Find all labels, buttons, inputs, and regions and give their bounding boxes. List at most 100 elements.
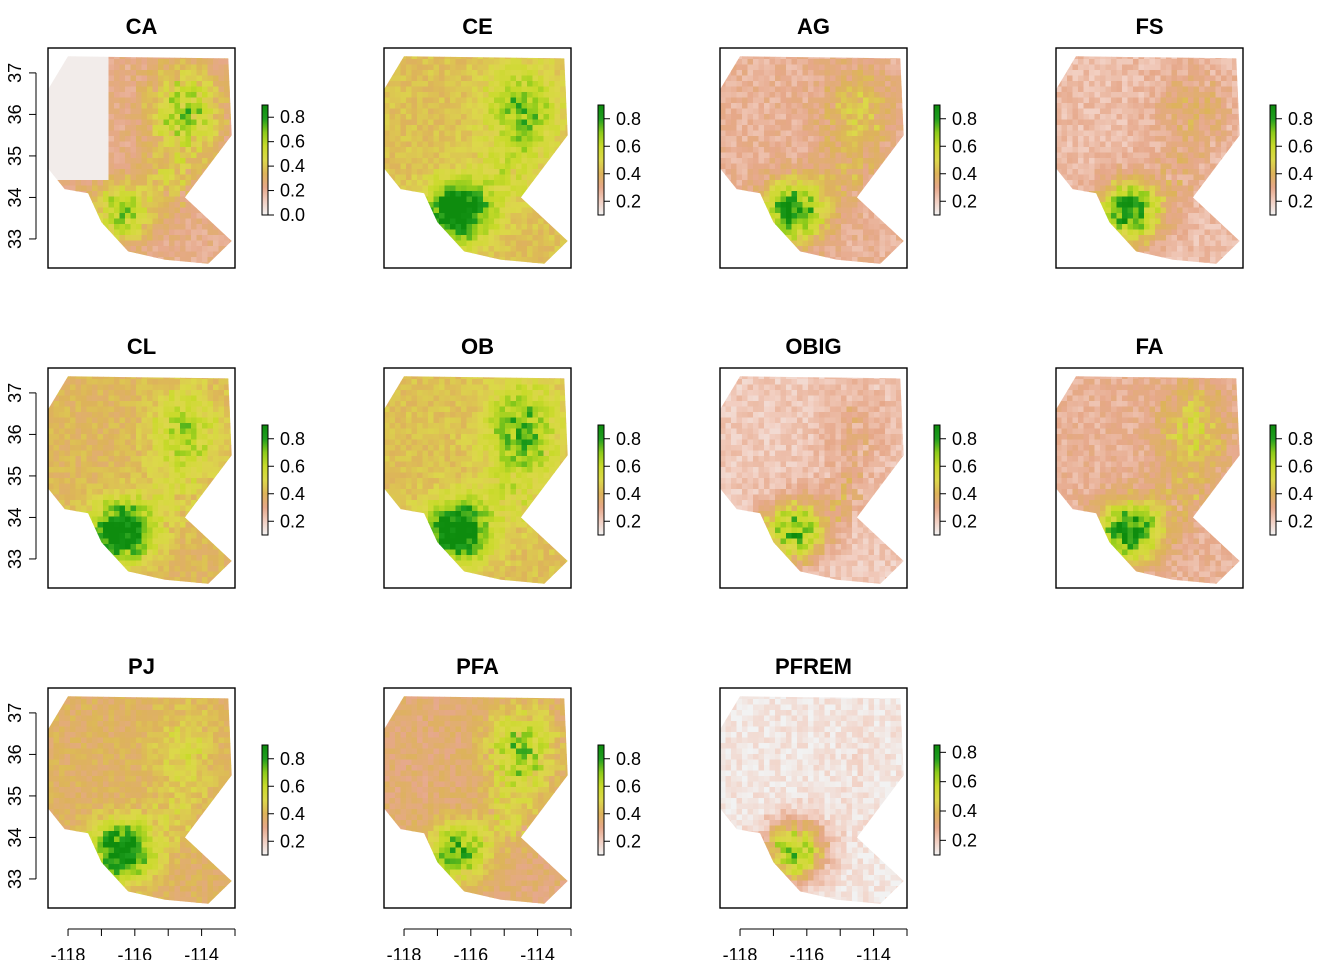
panel-obig: OBIG 0.8 0.6 0.4 0.2 <box>719 334 977 589</box>
panel-pfrem: PFREM 0.8 0.6 0.4 0.2 -118 -116 -114 <box>719 654 977 960</box>
color-key-tick-label: 0.2 <box>952 830 977 850</box>
color-key-tick-label: 0.2 <box>280 181 305 201</box>
y-axis: 33 34 35 36 37 <box>5 703 37 889</box>
raster-map <box>48 56 232 264</box>
x-tick-label: -116 <box>453 945 488 960</box>
y-tick-label: 37 <box>5 63 25 83</box>
color-key-bar <box>261 424 269 536</box>
color-key-tick-label: 0.6 <box>952 456 977 476</box>
x-tick-label: -116 <box>117 945 152 960</box>
color-key-tick-label: 0.2 <box>952 191 977 211</box>
panel-frame <box>47 367 236 589</box>
color-key-tick-label: 0.4 <box>280 156 305 176</box>
x-tick-label: -118 <box>387 945 422 960</box>
color-key-bar <box>933 104 941 216</box>
color-key-tick-label: 0.8 <box>280 429 305 449</box>
panel-frame <box>1055 47 1244 269</box>
panel-title: CA <box>126 14 158 39</box>
y-tick-label: 34 <box>5 187 25 207</box>
color-key: 0.8 0.6 0.4 0.2 <box>933 104 977 216</box>
color-key-tick-label: 0.4 <box>952 484 977 504</box>
panel-frame <box>1055 367 1244 589</box>
color-key-tick-label: 0.4 <box>1288 164 1313 184</box>
color-key: 0.8 0.6 0.4 0.2 <box>597 744 641 856</box>
panel-ag: AG 0.8 0.6 0.4 0.2 <box>719 14 977 269</box>
color-key-tick-label: 0.8 <box>1288 109 1313 129</box>
color-key-tick-label: 0.4 <box>280 484 305 504</box>
color-key: 0.8 0.6 0.4 0.2 <box>933 742 977 856</box>
color-key-tick-label: 0.6 <box>616 776 641 796</box>
color-key-tick-label: 0.8 <box>616 749 641 769</box>
raster-map <box>384 696 568 904</box>
panel-frame <box>383 47 572 269</box>
panel-title: OB <box>461 334 494 359</box>
y-tick-label: 35 <box>5 466 25 486</box>
x-tick-label: -118 <box>723 945 758 960</box>
color-key-tick-label: 0.2 <box>1288 191 1313 211</box>
color-key-tick-label: 0.6 <box>280 132 305 152</box>
panel-title: CE <box>462 14 493 39</box>
color-key-tick-label: 0.2 <box>952 511 977 531</box>
y-axis: 33 34 35 36 37 <box>5 383 37 569</box>
x-axis: -118 -116 -114 <box>387 928 572 960</box>
panel-cl: CL 0.8 0.6 0.4 0.2 33 34 35 36 37 <box>5 334 305 589</box>
color-key-tick-label: 0.4 <box>280 804 305 824</box>
y-tick-label: 34 <box>5 827 25 847</box>
color-key-tick-label: 0.4 <box>616 804 641 824</box>
y-tick-label: 36 <box>5 104 25 124</box>
panel-ob: OB 0.8 0.6 0.4 0.2 <box>383 334 641 589</box>
x-tick-label: -116 <box>789 945 824 960</box>
color-key-tick-label: 0.0 <box>280 205 305 225</box>
color-key-tick-label: 0.8 <box>616 429 641 449</box>
color-key-bar <box>597 744 605 856</box>
color-key-tick-label: 0.4 <box>1288 484 1313 504</box>
color-key: 0.8 0.6 0.4 0.2 <box>261 424 305 536</box>
panel-fs: FS 0.8 0.6 0.4 0.2 <box>1055 14 1313 269</box>
panel-title: AG <box>797 14 830 39</box>
panel-frame <box>719 47 908 269</box>
raster-map <box>1056 56 1240 264</box>
color-key-tick-label: 0.8 <box>952 742 977 762</box>
color-key-tick-label: 0.8 <box>952 109 977 129</box>
y-tick-label: 33 <box>5 549 25 569</box>
y-tick-label: 35 <box>5 146 25 166</box>
raster-map <box>48 376 232 584</box>
y-tick-label: 33 <box>5 869 25 889</box>
panel-title: PJ <box>128 654 155 679</box>
raster-map <box>384 56 568 264</box>
x-tick-label: -118 <box>51 945 86 960</box>
color-key-bar <box>261 104 269 216</box>
raster-map <box>720 56 904 264</box>
color-key-tick-label: 0.2 <box>616 191 641 211</box>
y-tick-label: 37 <box>5 703 25 723</box>
panel-frame <box>47 47 236 269</box>
color-key-tick-label: 0.2 <box>616 511 641 531</box>
color-key-tick-label: 0.6 <box>616 136 641 156</box>
color-key-tick-label: 0.8 <box>616 109 641 129</box>
color-key-tick-label: 0.2 <box>1288 511 1313 531</box>
color-key: 0.8 0.6 0.4 0.2 <box>597 424 641 536</box>
color-key-bar <box>933 424 941 536</box>
panel-frame <box>719 367 908 589</box>
panel-frame <box>383 687 572 909</box>
panel-title: PFA <box>456 654 499 679</box>
panel-ce: CE 0.8 0.6 0.4 0.2 <box>383 14 641 269</box>
panel-pfa: PFA 0.8 0.6 0.4 0.2 -118 -116 -114 <box>383 654 641 960</box>
color-key-bar <box>261 744 269 856</box>
x-axis: -118 -116 -114 <box>723 928 908 960</box>
color-key-bar <box>597 424 605 536</box>
color-key-tick-label: 0.4 <box>616 484 641 504</box>
raster-map <box>48 696 232 904</box>
color-key: 0.8 0.6 0.4 0.2 0.0 <box>261 104 305 225</box>
x-tick-label: -114 <box>184 945 219 960</box>
color-key: 0.8 0.6 0.4 0.2 <box>933 424 977 536</box>
color-key-tick-label: 0.4 <box>616 164 641 184</box>
panel-title: PFREM <box>775 654 852 679</box>
x-axis: -118 -116 -114 <box>51 928 236 960</box>
color-key-tick-label: 0.8 <box>280 749 305 769</box>
y-axis: 33 34 35 36 37 <box>5 63 37 249</box>
color-key: 0.8 0.6 0.4 0.2 <box>261 744 305 856</box>
panel-frame <box>47 687 236 909</box>
x-tick-label: -114 <box>520 945 555 960</box>
